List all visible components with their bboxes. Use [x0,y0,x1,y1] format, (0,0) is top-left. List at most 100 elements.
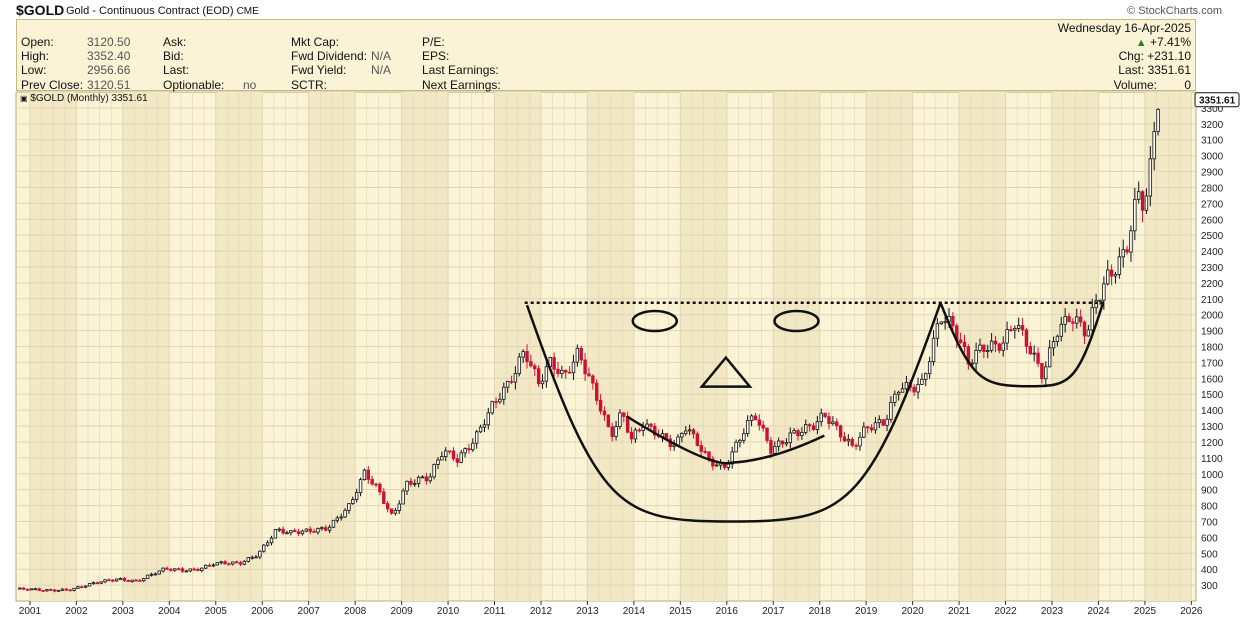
candle-body [200,567,204,572]
candle-body [80,586,84,589]
x-tick-label: 2002 [65,606,88,617]
candle-body [850,438,854,446]
candle-body [1067,316,1071,323]
candle-body [1078,316,1083,323]
candle-body [734,441,738,453]
candle-body [776,440,781,447]
volume-value: 0 [1184,78,1191,92]
candle-body [1109,269,1114,277]
candle-body [993,340,998,345]
fwd-dividend-value: N/A [371,49,392,63]
candle-body [753,415,758,421]
candle-body [684,430,688,434]
x-tick-label: 2016 [716,606,739,617]
candle-body [1082,321,1087,337]
candle-body [629,431,634,440]
candle-body [234,561,239,564]
candle-body [749,415,754,421]
candle-body [161,567,165,572]
candle-body [72,587,76,591]
candle-body [76,586,80,589]
y-tick-label: 600 [1201,533,1218,544]
candle-body [142,578,146,582]
candle-body [556,368,560,375]
candle-body [1016,325,1021,329]
candle-body [111,579,115,582]
candle-body [455,458,460,463]
symbol-description: Gold - Continuous Contract (EOD) CME [66,5,259,17]
candle-body [184,570,189,573]
x-tick-label: 2024 [1087,606,1110,617]
candle-body [413,483,417,485]
candle-body [804,424,808,433]
candle-body [1028,345,1033,355]
candle-body [1009,329,1013,331]
candle-body [33,588,38,591]
chart-legend: ▣ $GOLD (Monthly) 3351.61 [20,93,148,104]
candle-body [633,429,638,440]
candle-body [246,557,250,562]
candle-body [432,464,436,478]
x-tick-label: 2007 [298,606,321,617]
candle-body [676,436,680,446]
candle-body [157,570,161,575]
candle-body [308,528,312,532]
candle-body [138,579,142,582]
candle-body [904,381,909,390]
fwd-dividend-label: Fwd Dividend: [291,49,368,63]
y-tick-label: 1700 [1201,358,1224,369]
candle-body [289,530,293,534]
candle-body [498,398,502,403]
candle-body [521,351,525,358]
candle-body [227,563,231,566]
candle-body [250,556,254,559]
candle-body [91,582,96,585]
candle-body [1047,347,1052,368]
candle-body [327,526,332,531]
candle-body [296,531,301,535]
candle-body [351,499,355,504]
y-tick-label: 2100 [1201,295,1224,306]
candle-body [889,401,893,420]
y-tick-label: 1600 [1201,374,1224,385]
last-earnings-label: Last Earnings: [422,63,499,77]
candle-body [130,579,134,582]
candle-body [614,426,618,437]
y-tick-label: 2200 [1201,279,1224,290]
y-tick-label: 400 [1201,565,1218,576]
candle-body [978,344,982,351]
candle-body [60,588,65,591]
x-tick-label: 2020 [901,606,924,617]
candle-body [564,369,568,373]
candle-body [862,426,866,438]
candle-body [22,587,26,590]
candle-body [598,399,603,412]
candle-body [780,440,785,445]
candle-body [436,459,440,465]
candle-body [873,422,878,431]
candle-body [916,384,920,393]
x-tick-label: 2005 [205,606,228,617]
x-tick-label: 2013 [576,606,599,617]
candle-body [695,433,700,446]
candle-body [463,448,467,454]
candle-body [807,424,812,427]
fwd-yield-label: Fwd Yield: [291,63,347,77]
high-label: High: [21,49,50,63]
y-tick-label: 1400 [1201,406,1224,417]
candle-body [637,429,641,432]
candle-body [567,371,572,374]
y-tick-label: 2300 [1201,263,1224,274]
candle-body [1152,131,1156,160]
candle-body [742,433,746,441]
candle-body [536,368,541,385]
candle-body [49,589,53,591]
candle-body [707,451,711,460]
candle-body [467,448,471,451]
candle-body [1121,249,1125,258]
candle-body [1137,191,1141,200]
candle-body [831,421,835,424]
mouth-curve [626,415,825,465]
candle-body [87,583,92,587]
x-tick-label: 2025 [1134,606,1157,617]
